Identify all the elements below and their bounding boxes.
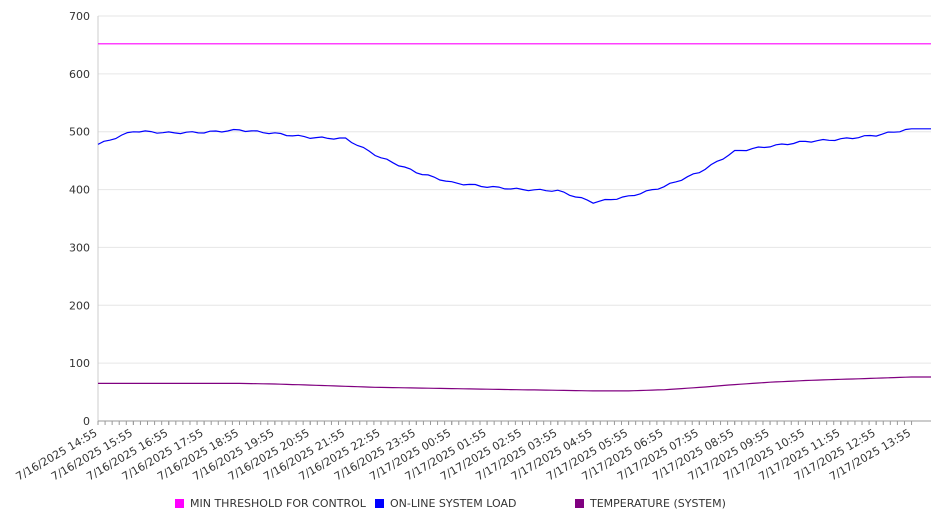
legend-swatch-min-threshold — [175, 499, 184, 508]
y-tick-label: 400 — [69, 184, 90, 197]
axes — [97, 16, 931, 425]
y-tick-labels: 0 100 200 300 400 500 600 700 — [69, 10, 90, 428]
grid-lines — [98, 15, 931, 364]
legend-swatch-temperature — [575, 499, 584, 508]
legend-label-temperature: TEMPERATURE (SYSTEM) — [590, 497, 726, 510]
y-tick-label: 0 — [83, 415, 90, 428]
legend-swatch-system-load — [375, 499, 384, 508]
legend-label-min-threshold: MIN THRESHOLD FOR CONTROL — [190, 497, 366, 510]
y-tick-label: 700 — [69, 10, 90, 23]
legend-item-temperature[interactable]: TEMPERATURE (SYSTEM) — [575, 497, 726, 510]
legend-label-system-load: ON-LINE SYSTEM LOAD — [390, 497, 517, 510]
series-line-on-line-system-load — [97, 128, 931, 204]
y-tick-label: 200 — [69, 299, 90, 312]
x-tick-labels: 7/16/2025 14:557/16/2025 15:557/16/2025 … — [14, 426, 913, 483]
legend: MIN THRESHOLD FOR CONTROL ON-LINE SYSTEM… — [0, 497, 946, 515]
y-tick-label: 500 — [69, 126, 90, 139]
y-tick-label: 600 — [69, 68, 90, 81]
series-lines — [97, 43, 931, 392]
y-tick-label: 300 — [69, 241, 90, 254]
series-line-temperature-system — [98, 376, 931, 392]
y-tick-label: 100 — [69, 357, 90, 370]
legend-item-system-load[interactable]: ON-LINE SYSTEM LOAD — [375, 497, 516, 510]
legend-item-min-threshold[interactable]: MIN THRESHOLD FOR CONTROL — [175, 497, 366, 510]
